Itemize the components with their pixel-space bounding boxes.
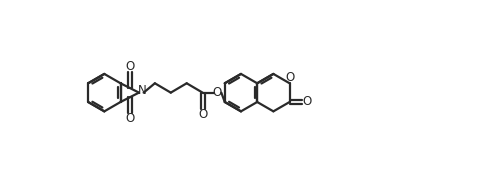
- Text: O: O: [301, 96, 311, 108]
- Text: O: O: [125, 112, 134, 125]
- Text: O: O: [212, 86, 221, 99]
- Text: O: O: [198, 108, 207, 121]
- Text: N: N: [137, 84, 146, 97]
- Text: O: O: [125, 60, 134, 73]
- Text: O: O: [284, 71, 294, 84]
